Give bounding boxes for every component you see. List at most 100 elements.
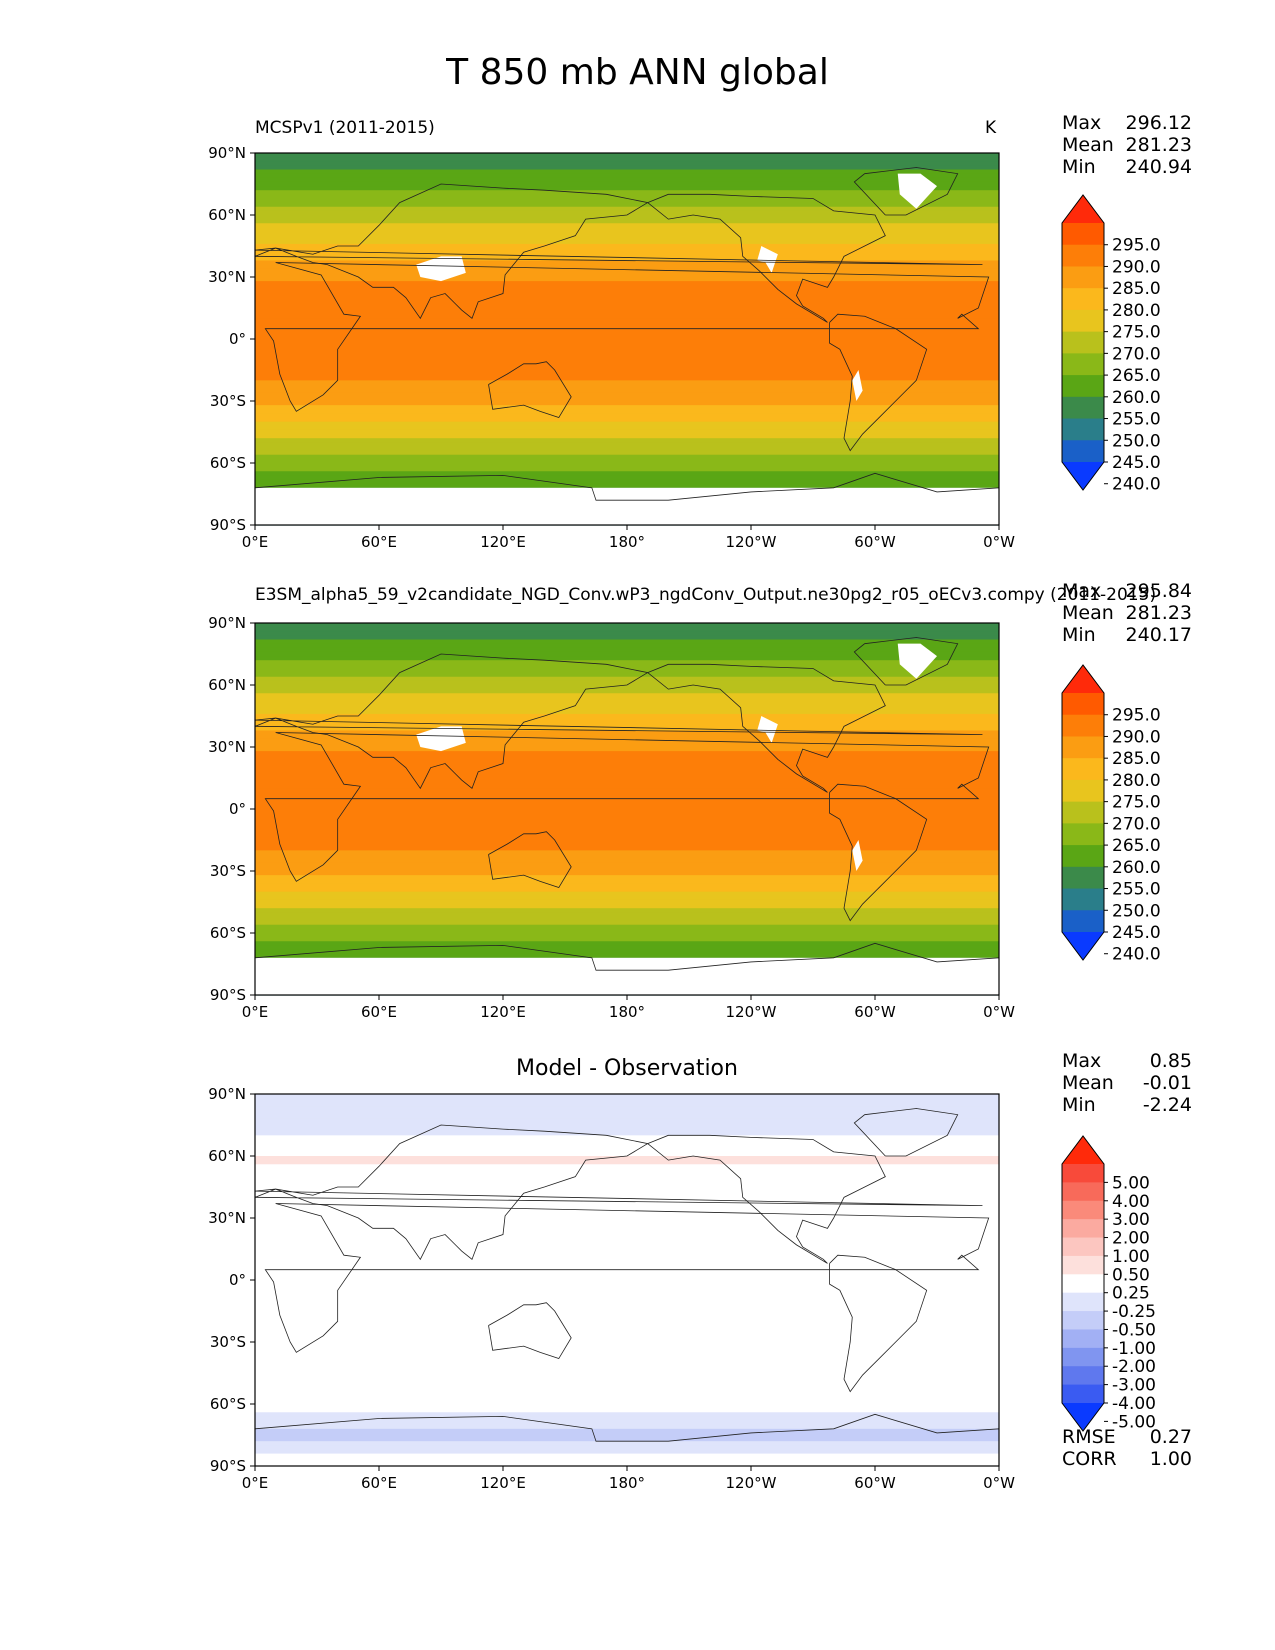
- field-band: [255, 1209, 999, 1215]
- colorbar-tick-label: 240.0: [1112, 475, 1161, 495]
- y-tick-label: 90°N: [208, 614, 246, 632]
- field-band: [255, 792, 999, 798]
- field-band: [255, 421, 999, 427]
- field-band: [255, 871, 999, 876]
- field-band: [255, 347, 999, 352]
- field-band: [255, 1333, 999, 1339]
- field-band: [255, 396, 999, 402]
- stats-box: Max 0.85 Mean -0.01 Min -2.24: [1062, 1050, 1192, 1116]
- field-band: [255, 1151, 999, 1157]
- field-band: [255, 1147, 999, 1153]
- field-band: [255, 1230, 999, 1236]
- mean-label: Mean: [1062, 134, 1114, 156]
- colorbar-extend-max: [1062, 195, 1104, 223]
- field-band: [255, 937, 999, 942]
- field-band: [255, 392, 999, 398]
- field-band: [255, 450, 999, 456]
- field-band: [255, 1114, 999, 1120]
- field-band: [255, 672, 999, 678]
- field-band: [255, 701, 999, 707]
- colorbar-segment: [1062, 693, 1104, 716]
- field-band: [255, 1275, 999, 1281]
- colorbar-segment: [1062, 1347, 1104, 1367]
- colorbar-segment: [1062, 309, 1104, 333]
- field-band: [255, 359, 999, 365]
- colorbar-tick-label: 275.0: [1112, 323, 1161, 343]
- field-band: [255, 747, 999, 752]
- field-band: [255, 928, 999, 934]
- stats-box: Max 295.84 Mean 281.23 Min 240.17: [1062, 580, 1192, 646]
- field-band: [255, 660, 999, 665]
- field-band: [255, 1218, 999, 1223]
- coastline: [488, 361, 572, 419]
- field-band: [255, 1449, 999, 1455]
- colorbar-tick-label: 245.0: [1112, 923, 1161, 943]
- colorbar-tick-label: 260.0: [1112, 858, 1161, 878]
- field-band: [255, 1193, 999, 1198]
- colorbar-segment: [1062, 331, 1104, 354]
- colorbar-tick-label: 1.00: [1112, 1247, 1150, 1267]
- field-band: [255, 405, 999, 410]
- field-band: [255, 1234, 999, 1240]
- field-band: [255, 186, 999, 191]
- coastline: [254, 653, 983, 790]
- field-band: [255, 1461, 999, 1467]
- coastline: [264, 262, 990, 412]
- field-band: [255, 941, 999, 946]
- x-tick-label: 60°E: [361, 1003, 397, 1021]
- colorbar-tick-label: 270.0: [1112, 814, 1161, 834]
- field-band: [255, 664, 999, 670]
- y-tick-label: 30°S: [210, 862, 246, 880]
- field-band: [255, 738, 999, 744]
- colorbar: 5.004.003.002.001.000.500.25-0.25-0.50-1…: [1061, 1135, 1156, 1432]
- field-band: [255, 924, 999, 930]
- field-band: [255, 1342, 999, 1347]
- colorbar-extend-min: [1062, 932, 1104, 960]
- mean-value: 281.23: [1125, 602, 1192, 624]
- field-band: [255, 157, 999, 162]
- colorbar-segment: [1062, 866, 1104, 890]
- colorbar-segment: [1062, 801, 1104, 824]
- field-band: [255, 458, 999, 464]
- min-value: 240.17: [1125, 624, 1192, 646]
- colorbar-tick-label: -1.00: [1112, 1339, 1156, 1359]
- field-band: [255, 821, 999, 827]
- field-band: [255, 1127, 999, 1132]
- field-band: [255, 165, 999, 171]
- field-band: [255, 1172, 999, 1178]
- field-band: [255, 1284, 999, 1289]
- colorbar-extend-min: [1062, 462, 1104, 490]
- field-band: [255, 1317, 999, 1322]
- field-band: [255, 297, 999, 303]
- colorbar-tick-label: 255.0: [1112, 880, 1161, 900]
- x-tick-label: 120°W: [726, 1003, 777, 1021]
- x-tick-label: 60°E: [361, 1474, 397, 1492]
- mean-value: 281.23: [1125, 134, 1192, 156]
- field-band: [255, 413, 999, 419]
- field-band: [255, 1201, 999, 1207]
- colorbar-segment: [1062, 244, 1104, 267]
- masked-region: [852, 370, 863, 401]
- field-band: [255, 190, 999, 195]
- coastline: [647, 663, 886, 793]
- colorbar-segment: [1062, 758, 1104, 781]
- field-band: [255, 1395, 999, 1401]
- map-chart: 0°E 60°E 120°E 180° 120°W 60°W 0°W 90°N 60°N 30°N…: [208, 1085, 1156, 1492]
- field-band: [255, 210, 999, 216]
- figure-title: T 850 mb ANN global: [446, 52, 829, 93]
- field-band: [255, 334, 999, 340]
- field-band: [255, 1118, 999, 1124]
- field-band: [255, 252, 999, 257]
- field-band: [255, 1416, 999, 1422]
- field-band: [255, 908, 999, 913]
- colorbar-tick-label: -2.00: [1112, 1357, 1156, 1377]
- field-band: [255, 376, 999, 381]
- field-band: [255, 627, 999, 632]
- min-value: -2.24: [1142, 1094, 1192, 1116]
- corr-value: 1.00: [1149, 1448, 1192, 1470]
- coastline: [488, 1302, 572, 1360]
- field-band: [255, 243, 999, 249]
- y-tick-label: 30°N: [208, 1209, 246, 1227]
- field-band: [255, 742, 999, 748]
- field-band: [255, 1457, 999, 1463]
